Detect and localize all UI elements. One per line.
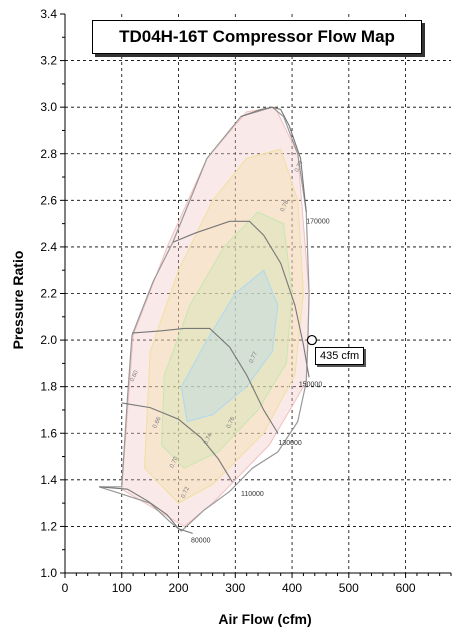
y-tick-label: 1.8: [40, 380, 57, 394]
y-tick-label: 3.0: [40, 100, 57, 114]
x-axis-title: Air Flow (cfm): [218, 611, 311, 627]
speed-label: 170000: [306, 219, 329, 226]
speed-label: 80000: [191, 538, 211, 545]
y-tick-label: 2.0: [40, 333, 57, 347]
y-tick-label: 2.2: [40, 287, 57, 301]
x-tick-label: 500: [339, 581, 359, 595]
speed-label: 110000: [241, 491, 264, 498]
speed-label: 150000: [299, 382, 322, 389]
x-tick-label: 200: [169, 581, 189, 595]
y-tick-label: 2.4: [40, 240, 57, 254]
y-tick-label: 1.2: [40, 519, 57, 533]
x-tick-label: 100: [112, 581, 132, 595]
y-tick-label: 1.4: [40, 473, 57, 487]
y-tick-label: 1.0: [40, 566, 57, 580]
y-tick-label: 2.8: [40, 147, 57, 161]
x-tick-label: 300: [225, 581, 245, 595]
y-tick-labels: 1.0 1.2 1.4 1.6 1.8 2.0 2.2 2.4 2.6 2.8 3.0 3.2 3.4: [40, 7, 57, 580]
y-tick-label: 3.4: [40, 7, 57, 21]
x-tick-label: 0: [62, 581, 69, 595]
x-tick-label: 400: [282, 581, 302, 595]
speed-label: 130000: [278, 440, 301, 447]
compressor-map-image: [99, 107, 309, 533]
y-axis-title: Pressure Ratio: [10, 251, 26, 350]
chart-title: TD04H-16T Compressor Flow Map: [92, 20, 422, 54]
x-tick-label: 600: [396, 581, 416, 595]
y-tick-label: 1.6: [40, 426, 57, 440]
y-tick-label: 3.2: [40, 54, 57, 68]
operating-point-marker: [307, 336, 316, 345]
x-tick-labels: 0 100 200 300 400 500 600: [62, 581, 416, 595]
operating-point-callout: 435 cfm: [315, 347, 364, 365]
y-tick-label: 2.6: [40, 193, 57, 207]
operating-point-group: [307, 336, 316, 345]
